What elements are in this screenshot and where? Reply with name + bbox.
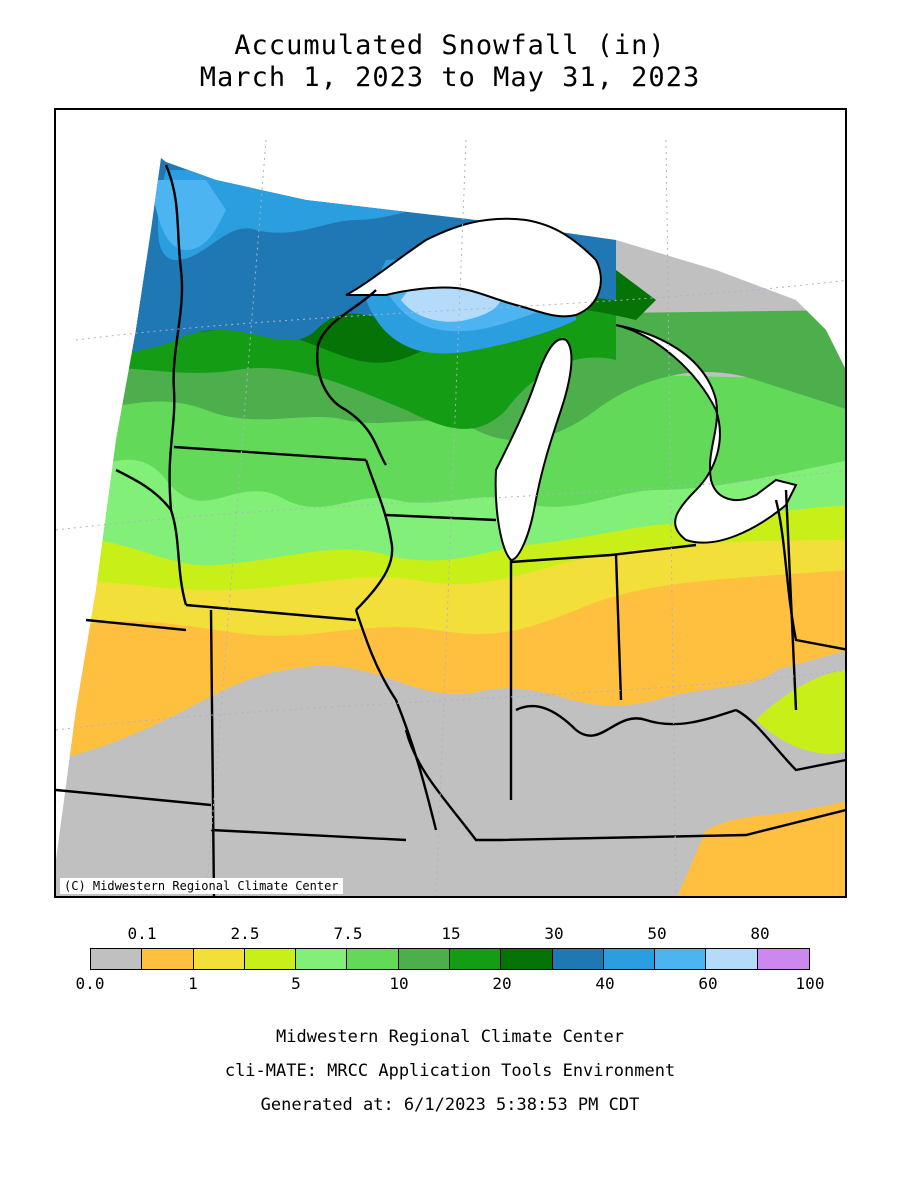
- legend-swatch: [603, 949, 656, 969]
- legend-top-label: 15: [441, 924, 461, 943]
- legend-top-label: 2.5: [230, 924, 260, 943]
- snowfall-map: (C) Midwestern Regional Climate Center: [54, 108, 847, 898]
- border-mn-wi: [316, 289, 388, 466]
- border-ne-ks: [56, 788, 212, 807]
- legend-bottom-label: 10: [389, 974, 409, 993]
- legend-top-label: 50: [647, 924, 667, 943]
- title-line-1: Accumulated Snowfall (in): [234, 30, 666, 61]
- border-mo-ky: [404, 729, 845, 842]
- legend-swatch: [193, 949, 245, 969]
- border-ky-va: [735, 708, 845, 772]
- graticule: [56, 139, 845, 896]
- legend-swatch: [142, 949, 194, 969]
- border-wv: [774, 499, 845, 651]
- legend-swatch: [552, 949, 604, 969]
- legend-bottom-label: 40: [595, 974, 615, 993]
- legend-bottom-label: 5: [291, 974, 301, 993]
- map-title: Accumulated Snowfall (in) March 1, 2023 …: [0, 30, 900, 94]
- border-ky-north: [515, 704, 737, 737]
- legend-swatch: [398, 949, 450, 969]
- legend-bottom-label: 20: [492, 974, 512, 993]
- border-ne-ia: [115, 468, 188, 606]
- lake-huron-erie-area: [615, 324, 798, 544]
- legend-swatch: [244, 949, 297, 969]
- legend-swatch: [655, 949, 707, 969]
- border-il-south: [354, 609, 438, 831]
- legend-top-label: 0.1: [127, 924, 157, 943]
- border-mo-west: [209, 609, 216, 896]
- footer-org: Midwestern Regional Climate Center: [276, 1027, 624, 1047]
- border-mn-nd: [164, 164, 184, 511]
- legend-bottom-label: 0.0: [75, 974, 105, 993]
- legend-swatch: [449, 949, 502, 969]
- legend-swatch: [706, 949, 758, 969]
- border-mn-ia: [173, 445, 367, 462]
- color-legend: 0.1 2.5 7.5 15 30 50 80 0.0 1 5 10 20 40…: [0, 918, 900, 998]
- legend-swatch: [501, 949, 553, 969]
- border-in-mi: [510, 543, 697, 564]
- legend-top-label: 7.5: [333, 924, 363, 943]
- lake-superior: [345, 217, 602, 318]
- border-ia-mo: [185, 603, 357, 622]
- footer-tool: cli-MATE: MRCC Application Tools Environ…: [224, 1061, 676, 1081]
- legend-swatch: [91, 949, 143, 969]
- lake-michigan: [494, 338, 573, 562]
- legend-top-label: 80: [750, 924, 770, 943]
- map-canvas: [56, 139, 845, 896]
- border-oh-pa: [784, 489, 798, 711]
- legend-bottom-label: 60: [698, 974, 718, 993]
- legend-swatch: [296, 949, 348, 969]
- band-2-5-5-east: [756, 670, 845, 754]
- legend-top-label: 30: [544, 924, 564, 943]
- border-in-oh: [614, 554, 623, 701]
- legend-bottom-label: 1: [188, 974, 198, 993]
- band-0-1-south: [676, 800, 845, 896]
- legend-swatch: [757, 949, 809, 969]
- state-borders: [56, 164, 845, 896]
- legend-bottom-label: 100: [795, 974, 825, 993]
- border-mo-ar: [210, 828, 407, 842]
- band-50-60-west: [151, 180, 226, 250]
- border-ne-south: [85, 618, 187, 632]
- legend-swatch: [347, 949, 399, 969]
- map-copyright: (C) Midwestern Regional Climate Center: [60, 878, 343, 894]
- border-wi-il: [385, 513, 497, 522]
- border-ia-il: [355, 459, 394, 611]
- title-line-2: March 1, 2023 to May 31, 2023: [199, 62, 701, 93]
- legend-color-bar: [90, 948, 810, 970]
- footer-generated: Generated at: 6/1/2023 5:38:53 PM CDT: [260, 1095, 640, 1115]
- great-lakes: [345, 217, 798, 562]
- footer: Midwestern Regional Climate Center cli-M…: [0, 1020, 900, 1122]
